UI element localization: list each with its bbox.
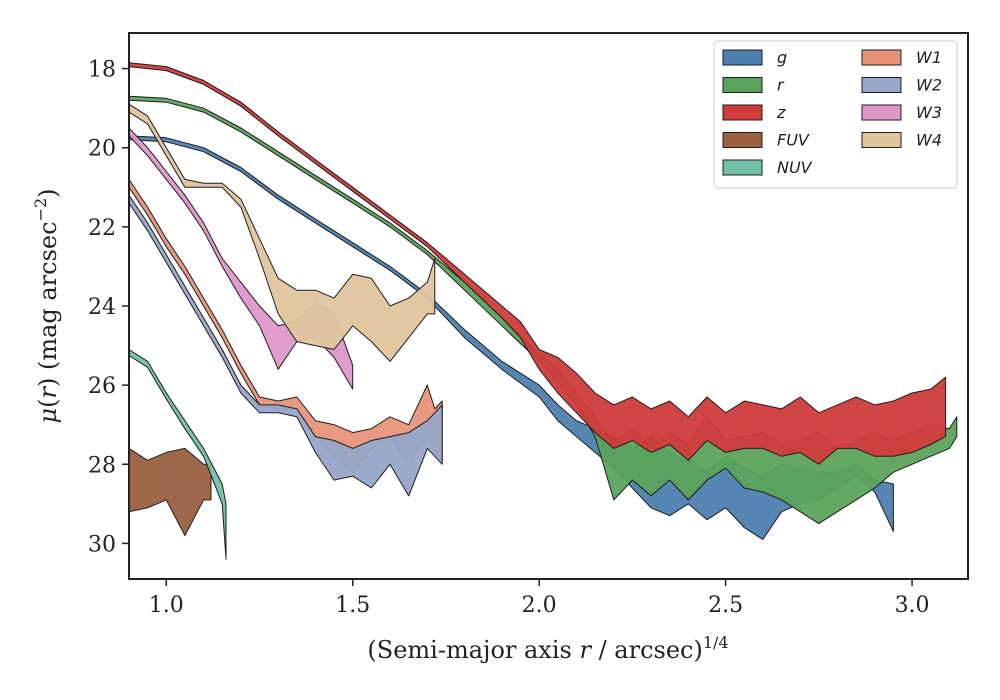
legend-swatch-w2	[861, 77, 902, 93]
band-fuv	[128, 447, 212, 536]
band-z	[128, 62, 947, 465]
legend-swatch-z	[722, 104, 763, 121]
y-tick-label: 26	[88, 374, 116, 399]
legend-swatch-w4	[861, 132, 902, 148]
x-tick-label: 1.5	[335, 593, 370, 618]
y-axis-label: μ(r) (mag arcsec−2)	[31, 188, 62, 423]
legend-label-nuv: NUV	[777, 158, 813, 177]
legend-label-g: g	[777, 48, 787, 67]
legend-label-z: z	[776, 103, 786, 122]
y-tick-label: 20	[88, 137, 116, 162]
ticks-layer: 1.0 1.5 2.0 2.5 3.0 18 20 22 24 26 28 30	[88, 58, 930, 618]
y-tick-label: 24	[88, 295, 116, 320]
legend-swatch-w1	[861, 49, 902, 66]
y-tick-label: 22	[88, 216, 116, 241]
x-tick-label: 2.5	[708, 593, 743, 618]
legend-swatch-nuv	[722, 159, 763, 176]
band-nuv	[128, 349, 227, 560]
legend-label-w1: W1	[916, 48, 942, 67]
x-tick-label: 3.0	[895, 593, 930, 618]
legend-label-w3: W3	[916, 103, 942, 122]
legend-label-fuv: FUV	[777, 131, 810, 150]
legend-swatch-fuv	[722, 132, 763, 148]
legend-swatch-w3	[861, 104, 902, 121]
legend-swatch-r	[722, 77, 763, 93]
legend-label-w2: W2	[916, 76, 942, 95]
x-axis-label: (Semi-major axis r / arcsec)1/4	[367, 633, 728, 664]
x-tick-label: 1.0	[149, 593, 184, 618]
band-w4	[128, 103, 436, 362]
x-tick-label: 2.0	[522, 593, 557, 618]
legend: grz FUV NUV W1 W2 W3 W4	[713, 40, 958, 189]
y-tick-label: 30	[88, 532, 116, 557]
y-tick-label: 18	[88, 58, 116, 83]
y-tick-label: 28	[88, 453, 116, 478]
legend-label-w4: W4	[916, 131, 942, 150]
band-w2	[128, 194, 443, 497]
legend-label-r: r	[777, 76, 785, 95]
series-layer	[128, 62, 958, 560]
legend-swatch-g	[722, 49, 763, 66]
